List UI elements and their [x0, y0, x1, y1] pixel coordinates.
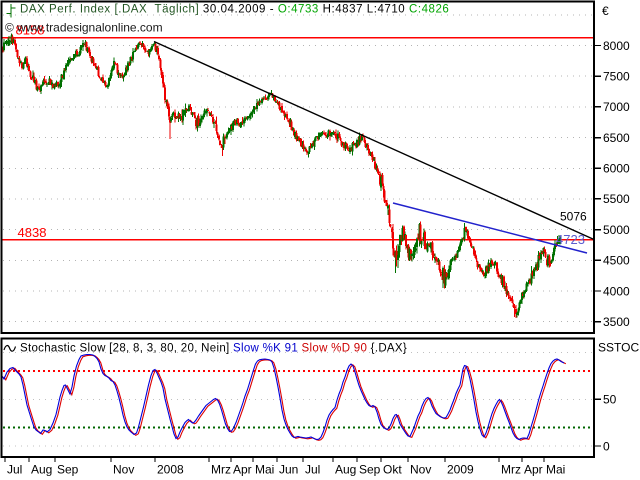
svg-text:0: 0 — [603, 439, 610, 453]
svg-text:Jul: Jul — [305, 463, 320, 477]
svg-text:7500: 7500 — [603, 70, 630, 84]
svg-text:5076: 5076 — [560, 210, 587, 224]
svg-text:€: € — [602, 4, 609, 18]
svg-text:6000: 6000 — [603, 162, 630, 176]
svg-text:4838: 4838 — [18, 225, 47, 240]
svg-text:50: 50 — [603, 393, 617, 407]
svg-text:Mai: Mai — [255, 463, 274, 477]
svg-text:Apr: Apr — [233, 463, 252, 477]
svg-text:Nov: Nov — [113, 463, 134, 477]
svg-text:© www.tradesignalonline.com: © www.tradesignalonline.com — [5, 21, 163, 35]
svg-text:4500: 4500 — [603, 254, 630, 268]
svg-text:3500: 3500 — [603, 315, 630, 329]
svg-text:Mai: Mai — [546, 463, 565, 477]
svg-text:SSTOC: SSTOC — [598, 341, 639, 355]
svg-text:Jun: Jun — [279, 463, 298, 477]
svg-text:Okt: Okt — [383, 463, 402, 477]
svg-text:4000: 4000 — [603, 284, 630, 298]
svg-text:4723: 4723 — [556, 232, 585, 247]
svg-text:Aug: Aug — [31, 463, 52, 477]
svg-text:Sep: Sep — [359, 463, 381, 477]
svg-text:2008: 2008 — [157, 463, 184, 477]
svg-text:5000: 5000 — [603, 223, 630, 237]
svg-text:Mrz: Mrz — [501, 463, 521, 477]
svg-text:Sep: Sep — [57, 463, 79, 477]
svg-text:2009: 2009 — [447, 463, 474, 477]
svg-text:Nov: Nov — [410, 463, 431, 477]
svg-text:DAX Perf. Index [.DAX Täglich: DAX Perf. Index [.DAX Täglich] 30.04.200… — [20, 4, 449, 16]
svg-text:Stochastic Slow [28, 8, 3, 80,: Stochastic Slow [28, 8, 3, 80, 20, Nein]… — [20, 343, 407, 355]
svg-text:Mrz: Mrz — [211, 463, 231, 477]
svg-text:Apr: Apr — [524, 463, 543, 477]
svg-text:7000: 7000 — [603, 100, 630, 114]
svg-text:Jul: Jul — [7, 463, 22, 477]
svg-text:8000: 8000 — [603, 39, 630, 53]
svg-text:6500: 6500 — [603, 131, 630, 145]
svg-text:Aug: Aug — [335, 463, 356, 477]
svg-text:5500: 5500 — [603, 192, 630, 206]
svg-text:8158: 8158 — [16, 23, 45, 38]
